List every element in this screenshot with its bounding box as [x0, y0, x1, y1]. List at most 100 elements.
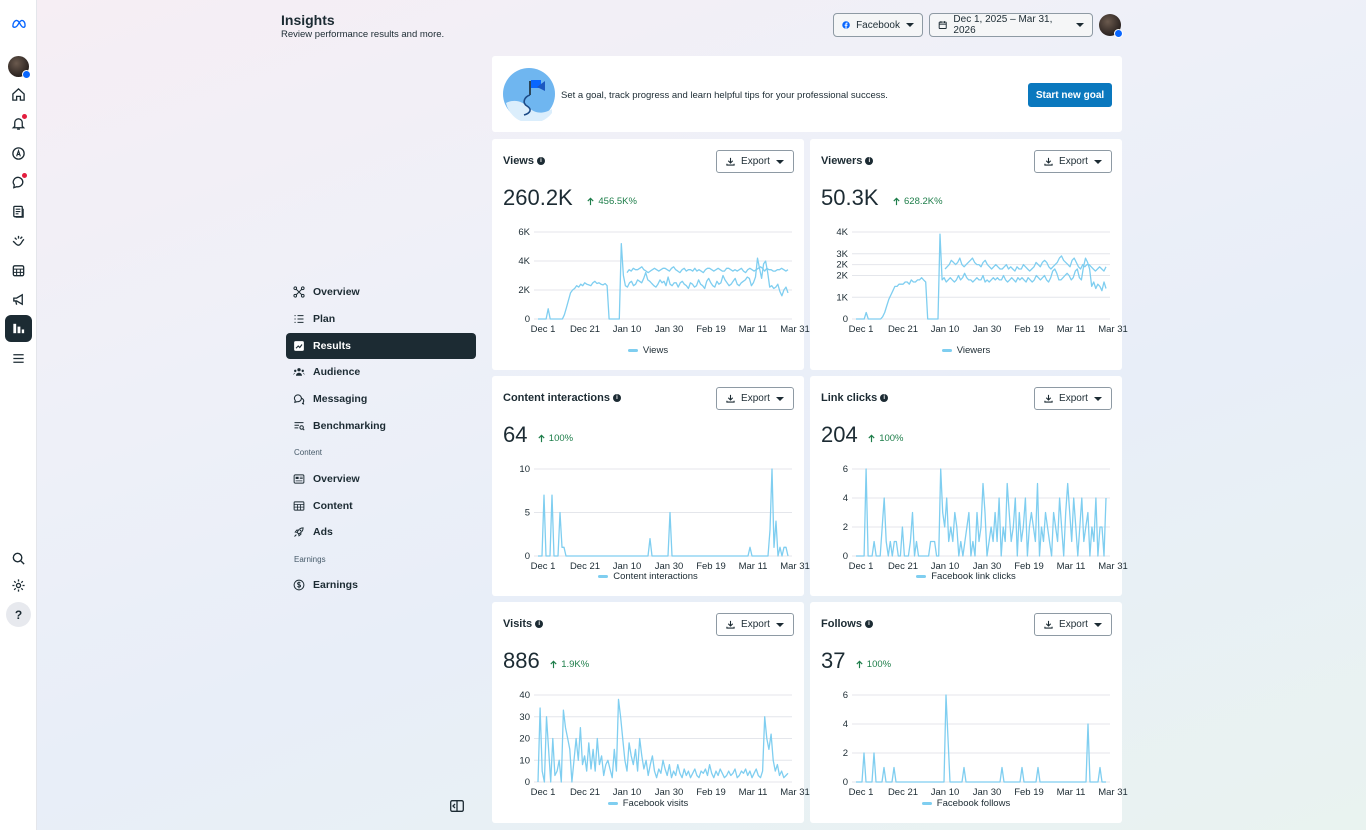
campaign-icon[interactable]: [5, 286, 32, 313]
nav-ads[interactable]: Ads: [286, 519, 476, 545]
metric-value: 64: [503, 422, 528, 447]
earnings-icon: [293, 579, 305, 591]
nav-audience[interactable]: Audience: [286, 359, 476, 385]
settings-icon[interactable]: [5, 572, 32, 599]
content-overview-icon: [293, 474, 305, 484]
y-tick-label: 10: [519, 755, 530, 766]
download-icon: [1044, 394, 1053, 403]
search-icon[interactable]: [5, 545, 32, 572]
card-title-text: Visits: [503, 618, 533, 630]
nav-label: Benchmarking: [313, 419, 386, 432]
info-icon[interactable]: i: [880, 394, 889, 402]
insights-icon[interactable]: [5, 315, 32, 342]
insights-nav: Overview Plan Results Audience Messaging…: [286, 279, 476, 599]
calendar-icon[interactable]: [5, 257, 32, 284]
y-tick-label: 0: [525, 777, 530, 788]
info-icon[interactable]: i: [864, 620, 873, 628]
export-label: Export: [741, 156, 770, 167]
plan-icon: [294, 314, 304, 323]
home-icon[interactable]: [5, 81, 32, 108]
info-icon[interactable]: i: [612, 394, 621, 402]
download-icon: [1044, 157, 1053, 166]
x-tick-label: Mar 11: [1057, 561, 1086, 572]
nav-results[interactable]: Results: [286, 332, 476, 359]
export-label: Export: [1059, 393, 1088, 404]
x-tick-label: Mar 11: [739, 561, 768, 572]
y-tick-label: 4: [843, 493, 848, 504]
info-icon[interactable]: i: [535, 620, 544, 628]
nav-overview[interactable]: Overview: [286, 279, 476, 305]
chevron-down-icon: [775, 396, 784, 401]
chart-legend: Facebook follows: [810, 798, 1122, 809]
profile-avatar[interactable]: [5, 53, 32, 80]
x-tick-label: Feb 19: [696, 324, 726, 335]
metric-value: 37: [821, 648, 846, 673]
export-label: Export: [741, 619, 770, 630]
export-label: Export: [1059, 619, 1088, 630]
delta-value: 100%: [548, 433, 574, 444]
y-tick-label: 40: [519, 690, 530, 701]
x-tick-label: Dec 1: [531, 787, 556, 798]
x-tick-label: Mar 11: [739, 324, 768, 335]
x-tick-label: Mar 31: [780, 324, 810, 335]
pages-icon[interactable]: [5, 198, 32, 225]
x-tick-label: Jan 30: [655, 787, 684, 798]
activity-icon[interactable]: [5, 227, 32, 254]
collapse-sidebar-icon[interactable]: [450, 800, 464, 812]
messages-icon[interactable]: [5, 169, 32, 196]
nav-messaging[interactable]: Messaging: [286, 386, 476, 412]
x-tick-label: Jan 10: [613, 561, 642, 572]
delta-value: 628.2K%: [904, 196, 943, 207]
meta-logo-icon[interactable]: [5, 10, 32, 37]
nav-plan[interactable]: Plan: [286, 306, 476, 332]
legend-label: Content interactions: [613, 571, 698, 582]
legend-swatch: [941, 349, 952, 352]
platform-select[interactable]: Facebook: [833, 13, 923, 37]
series-line: [538, 468, 789, 557]
export-button[interactable]: Export: [716, 150, 794, 173]
menu-icon[interactable]: [5, 345, 32, 372]
export-button[interactable]: Export: [1034, 150, 1112, 173]
chevron-down-icon: [1093, 159, 1102, 164]
y-tick-label: 0: [843, 314, 848, 325]
series-line: [856, 694, 1106, 783]
x-tick-label: Mar 31: [780, 561, 810, 572]
x-tick-label: Feb 19: [1014, 787, 1044, 798]
export-button[interactable]: Export: [1034, 613, 1112, 636]
arrow-up-icon: [550, 660, 557, 669]
platform-label: Facebook: [856, 19, 900, 31]
export-button[interactable]: Export: [1034, 387, 1112, 410]
arrow-up-icon: [893, 197, 900, 206]
nav-content-overview[interactable]: Overview: [286, 466, 476, 492]
nav-content[interactable]: Content: [286, 493, 476, 519]
x-tick-label: Jan 30: [655, 561, 684, 572]
chevron-down-icon: [1076, 23, 1084, 27]
date-range-select[interactable]: Dec 1, 2025 – Mar 31, 2026: [929, 13, 1093, 37]
series-line: [537, 698, 789, 783]
y-tick-label: 2K: [836, 260, 848, 271]
link-clicks-title: Link clicks i: [821, 392, 889, 404]
export-button[interactable]: Export: [716, 613, 794, 636]
nav-label: Overview: [313, 286, 360, 298]
ads-icon[interactable]: [5, 140, 32, 167]
arrow-up-icon: [587, 197, 595, 206]
arrow-up-icon: [868, 434, 875, 443]
nav-benchmarking[interactable]: Benchmarking: [286, 413, 476, 439]
x-tick-label: Mar 31: [1098, 787, 1128, 798]
account-avatar[interactable]: [1099, 14, 1123, 38]
start-new-goal-button[interactable]: Start new goal: [1028, 83, 1112, 107]
line-chart: 0 2K 4K 6K Dec 1 Dec 21 Jan 10 Jan 30 Feb 19 Mar …: [518, 227, 809, 335]
series-line: [538, 242, 789, 320]
chart-legend: Facebook link clicks: [810, 571, 1122, 582]
export-button[interactable]: Export: [716, 387, 794, 410]
notifications-icon[interactable]: [5, 110, 32, 137]
x-tick-label: Mar 31: [1098, 324, 1128, 335]
info-icon[interactable]: i: [865, 157, 874, 165]
line-chart: 0 5 10 Dec 1 Dec 21 Jan 10 Jan 30 Feb 19 Mar 11 M…: [519, 464, 809, 572]
legend-swatch: [598, 575, 609, 578]
help-icon[interactable]: ?: [6, 602, 31, 627]
info-icon[interactable]: i: [537, 157, 545, 165]
y-tick-label: 2: [843, 522, 848, 533]
nav-earnings[interactable]: Earnings: [286, 572, 476, 598]
x-tick-label: Feb 19: [1014, 561, 1044, 572]
